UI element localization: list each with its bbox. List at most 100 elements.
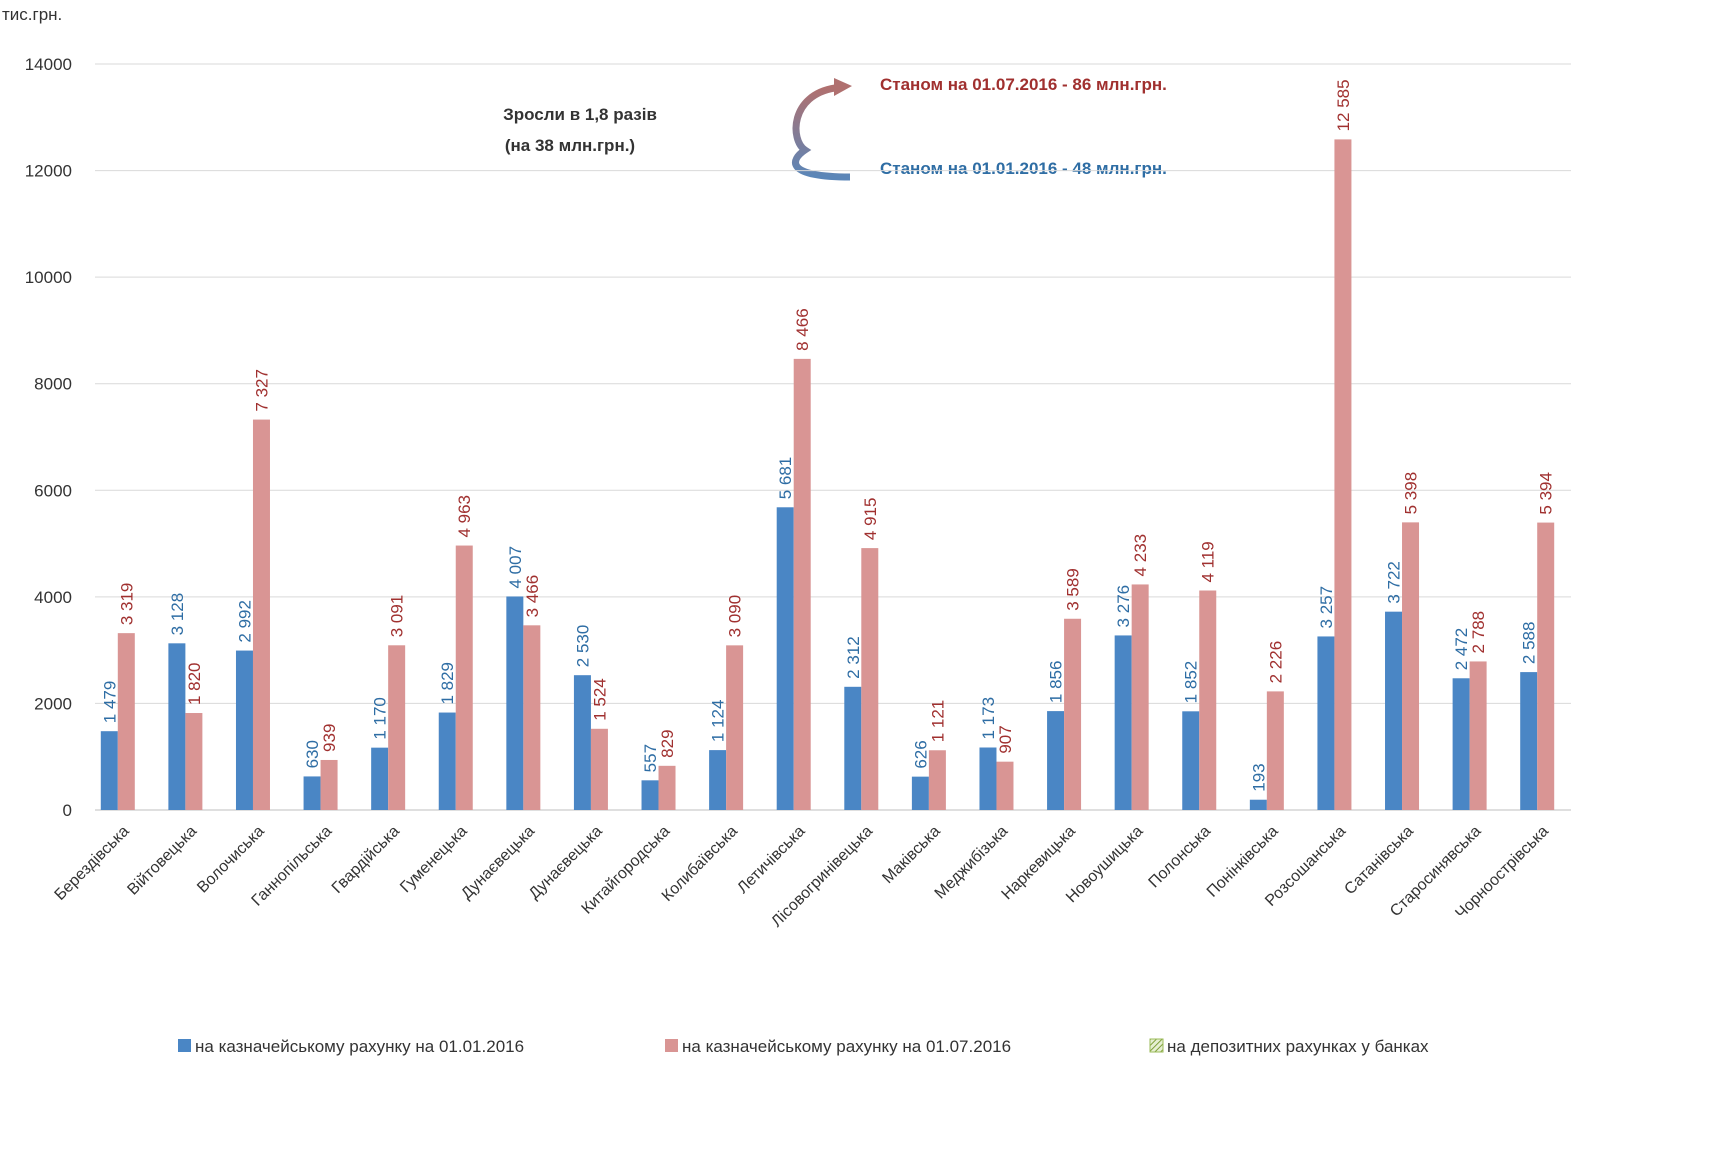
legend-label: на депозитних рахунках у банках — [1167, 1037, 1429, 1056]
data-label: 829 — [658, 729, 677, 757]
arrow — [792, 84, 851, 181]
bar — [1266, 691, 1284, 810]
bar — [117, 633, 135, 810]
bar — [1402, 522, 1420, 810]
data-label: 1 829 — [438, 662, 457, 705]
bar — [320, 759, 338, 810]
legend-swatch — [665, 1039, 678, 1052]
bar — [1249, 799, 1267, 810]
bar — [996, 761, 1014, 810]
data-label: 1 524 — [590, 678, 609, 721]
data-label: 4 963 — [455, 495, 474, 538]
bar — [185, 713, 203, 810]
data-label: 2 588 — [1520, 622, 1539, 665]
data-label: 5 681 — [776, 457, 795, 500]
bar — [911, 776, 929, 810]
bar — [573, 675, 591, 810]
bar — [658, 765, 676, 810]
bar — [793, 358, 811, 810]
bar — [168, 643, 186, 810]
data-label: 5 394 — [1537, 472, 1556, 515]
bar — [844, 686, 862, 810]
bar — [303, 776, 321, 810]
y-tick-label: 10000 — [25, 268, 72, 287]
data-label: 1 820 — [185, 662, 204, 705]
data-label: 8 466 — [793, 308, 812, 351]
data-label: 4 119 — [1199, 541, 1218, 582]
data-label: 4 007 — [506, 546, 525, 589]
data-label: 2 472 — [1452, 628, 1471, 671]
data-label: 2 788 — [1469, 611, 1488, 654]
bar — [455, 545, 473, 810]
bar — [726, 645, 744, 810]
x-tick-label: Гвардійська — [329, 823, 403, 897]
bar — [1199, 590, 1217, 810]
bar — [1064, 618, 1082, 810]
x-tick-label: Війтовецька — [124, 823, 200, 899]
bar — [235, 650, 253, 810]
data-label: 939 — [320, 724, 339, 752]
x-tick-label: Волочиська — [194, 823, 268, 897]
y-axis-unit: тис.грн. — [2, 5, 62, 24]
x-tick-label: Маківська — [879, 823, 943, 887]
data-label: 4 915 — [861, 498, 880, 541]
bar — [1047, 711, 1065, 810]
bar — [1131, 584, 1149, 810]
x-tick-label: Берездівська — [52, 823, 133, 904]
bar — [641, 780, 659, 810]
data-label: 1 479 — [100, 681, 119, 724]
bar — [388, 645, 406, 810]
x-tick-label: Гуменецька — [397, 823, 470, 896]
annotation: Станом на 01.01.2016 - 48 млн.грн. — [880, 159, 1167, 178]
data-label: 630 — [303, 740, 322, 768]
annotation: Зросли в 1,8 разів — [503, 105, 657, 124]
data-label: 1 170 — [371, 697, 390, 740]
legend-label: на казначейському рахунку на 01.07.2016 — [682, 1037, 1011, 1056]
data-label: 3 466 — [523, 575, 542, 618]
bar — [1452, 678, 1470, 810]
annotation: Станом на 01.07.2016 - 86 млн.грн. — [880, 75, 1167, 94]
legend-label: на казначейському рахунку на 01.01.2016 — [195, 1037, 524, 1056]
data-label: 3 091 — [388, 595, 407, 638]
y-tick-label: 2000 — [34, 694, 72, 713]
annotation: (на 38 млн.грн.) — [505, 136, 635, 155]
bar — [776, 507, 794, 810]
data-label: 3 722 — [1385, 561, 1404, 604]
bar — [1317, 636, 1335, 810]
legend-swatch — [1149, 1038, 1164, 1053]
bar — [1385, 611, 1403, 810]
data-label: 193 — [1249, 763, 1268, 791]
bar — [438, 712, 456, 810]
data-label: 557 — [641, 744, 660, 772]
data-label: 3 276 — [1114, 585, 1133, 628]
bar — [1114, 635, 1132, 810]
x-tick-label: Летичівська — [734, 823, 808, 897]
data-label: 2 226 — [1266, 641, 1285, 684]
bar — [709, 750, 727, 810]
bar — [506, 596, 524, 810]
legend: на казначейському рахунку на 01.01.2016 н… — [178, 1037, 1429, 1056]
y-tick-label: 6000 — [34, 481, 72, 500]
y-tick-label: 8000 — [34, 375, 72, 394]
y-tick-label: 4000 — [34, 588, 72, 607]
data-label: 3 257 — [1317, 586, 1336, 629]
data-label: 626 — [911, 740, 930, 768]
legend-swatch — [178, 1039, 191, 1052]
bar — [590, 728, 608, 810]
bar — [1537, 522, 1555, 810]
data-label: 12 585 — [1334, 79, 1353, 131]
data-label: 1 121 — [928, 700, 947, 743]
bar — [979, 747, 997, 810]
bar — [523, 625, 541, 810]
x-tick-label: Полонська — [1146, 823, 1215, 892]
bar — [1182, 711, 1200, 810]
data-label: 1 856 — [1047, 661, 1066, 704]
data-label: 3 319 — [117, 583, 136, 626]
data-label: 1 173 — [979, 697, 998, 740]
data-label: 3 090 — [726, 595, 745, 638]
bar — [1520, 672, 1538, 810]
bar — [928, 750, 946, 810]
data-label: 1 124 — [709, 700, 728, 743]
data-label: 3 589 — [1064, 568, 1083, 611]
